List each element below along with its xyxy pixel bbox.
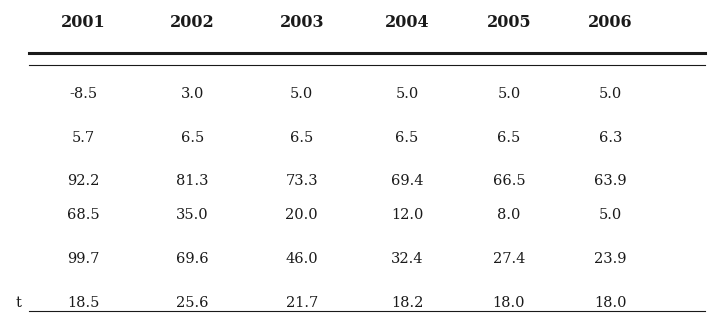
Text: 2005: 2005	[486, 14, 531, 31]
Text: 81.3: 81.3	[177, 174, 209, 189]
Text: 18.0: 18.0	[595, 296, 627, 310]
Text: t: t	[15, 296, 21, 310]
Text: 99.7: 99.7	[68, 252, 100, 266]
Text: 2001: 2001	[61, 14, 106, 31]
Text: 68.5: 68.5	[68, 208, 100, 223]
Text: 6.5: 6.5	[290, 131, 313, 145]
Text: 3.0: 3.0	[181, 87, 204, 101]
Text: 5.0: 5.0	[497, 87, 521, 101]
Text: 5.0: 5.0	[290, 87, 313, 101]
Text: 18.2: 18.2	[391, 296, 423, 310]
Text: 23.9: 23.9	[595, 252, 627, 266]
Text: -8.5: -8.5	[70, 87, 97, 101]
Text: 69.4: 69.4	[391, 174, 423, 189]
Text: 2004: 2004	[385, 14, 430, 31]
Text: 8.0: 8.0	[497, 208, 521, 223]
Text: 2006: 2006	[588, 14, 633, 31]
Text: 73.3: 73.3	[286, 174, 318, 189]
Text: 12.0: 12.0	[391, 208, 423, 223]
Text: 5.7: 5.7	[72, 131, 95, 145]
Text: 69.6: 69.6	[177, 252, 209, 266]
Text: 18.0: 18.0	[493, 296, 525, 310]
Text: 92.2: 92.2	[68, 174, 100, 189]
Text: 5.0: 5.0	[599, 87, 622, 101]
Text: 6.5: 6.5	[181, 131, 204, 145]
Text: 66.5: 66.5	[493, 174, 525, 189]
Text: 6.3: 6.3	[599, 131, 622, 145]
Text: 46.0: 46.0	[286, 252, 318, 266]
Text: 18.5: 18.5	[68, 296, 100, 310]
Text: 6.5: 6.5	[497, 131, 521, 145]
Text: 27.4: 27.4	[493, 252, 525, 266]
Text: 35.0: 35.0	[177, 208, 209, 223]
Text: 5.0: 5.0	[395, 87, 419, 101]
Text: 21.7: 21.7	[286, 296, 318, 310]
Text: 5.0: 5.0	[599, 208, 622, 223]
Text: 20.0: 20.0	[286, 208, 318, 223]
Text: 32.4: 32.4	[391, 252, 423, 266]
Text: 63.9: 63.9	[595, 174, 627, 189]
Text: 2003: 2003	[279, 14, 324, 31]
Text: 6.5: 6.5	[395, 131, 419, 145]
Text: 2002: 2002	[170, 14, 215, 31]
Text: 25.6: 25.6	[177, 296, 209, 310]
